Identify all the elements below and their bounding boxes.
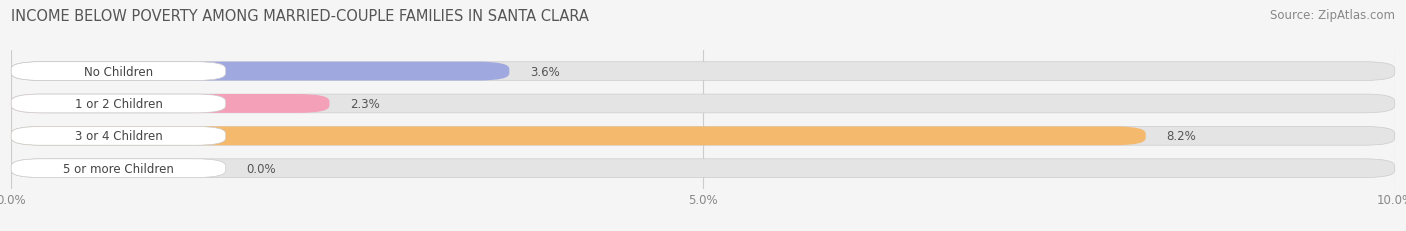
Text: No Children: No Children bbox=[84, 65, 153, 78]
Text: 8.2%: 8.2% bbox=[1167, 130, 1197, 143]
FancyBboxPatch shape bbox=[11, 127, 1395, 146]
FancyBboxPatch shape bbox=[11, 95, 226, 113]
FancyBboxPatch shape bbox=[11, 95, 1395, 113]
Text: 2.3%: 2.3% bbox=[350, 97, 380, 110]
FancyBboxPatch shape bbox=[11, 159, 226, 178]
Text: 3 or 4 Children: 3 or 4 Children bbox=[75, 130, 162, 143]
Text: INCOME BELOW POVERTY AMONG MARRIED-COUPLE FAMILIES IN SANTA CLARA: INCOME BELOW POVERTY AMONG MARRIED-COUPL… bbox=[11, 9, 589, 24]
FancyBboxPatch shape bbox=[11, 159, 1395, 178]
Text: Source: ZipAtlas.com: Source: ZipAtlas.com bbox=[1270, 9, 1395, 22]
FancyBboxPatch shape bbox=[11, 95, 329, 113]
Text: 3.6%: 3.6% bbox=[530, 65, 560, 78]
FancyBboxPatch shape bbox=[11, 62, 226, 81]
FancyBboxPatch shape bbox=[11, 62, 509, 81]
Text: 5 or more Children: 5 or more Children bbox=[63, 162, 174, 175]
FancyBboxPatch shape bbox=[11, 62, 1395, 81]
FancyBboxPatch shape bbox=[11, 127, 226, 146]
Text: 1 or 2 Children: 1 or 2 Children bbox=[75, 97, 163, 110]
Text: 0.0%: 0.0% bbox=[246, 162, 276, 175]
FancyBboxPatch shape bbox=[11, 127, 1146, 146]
